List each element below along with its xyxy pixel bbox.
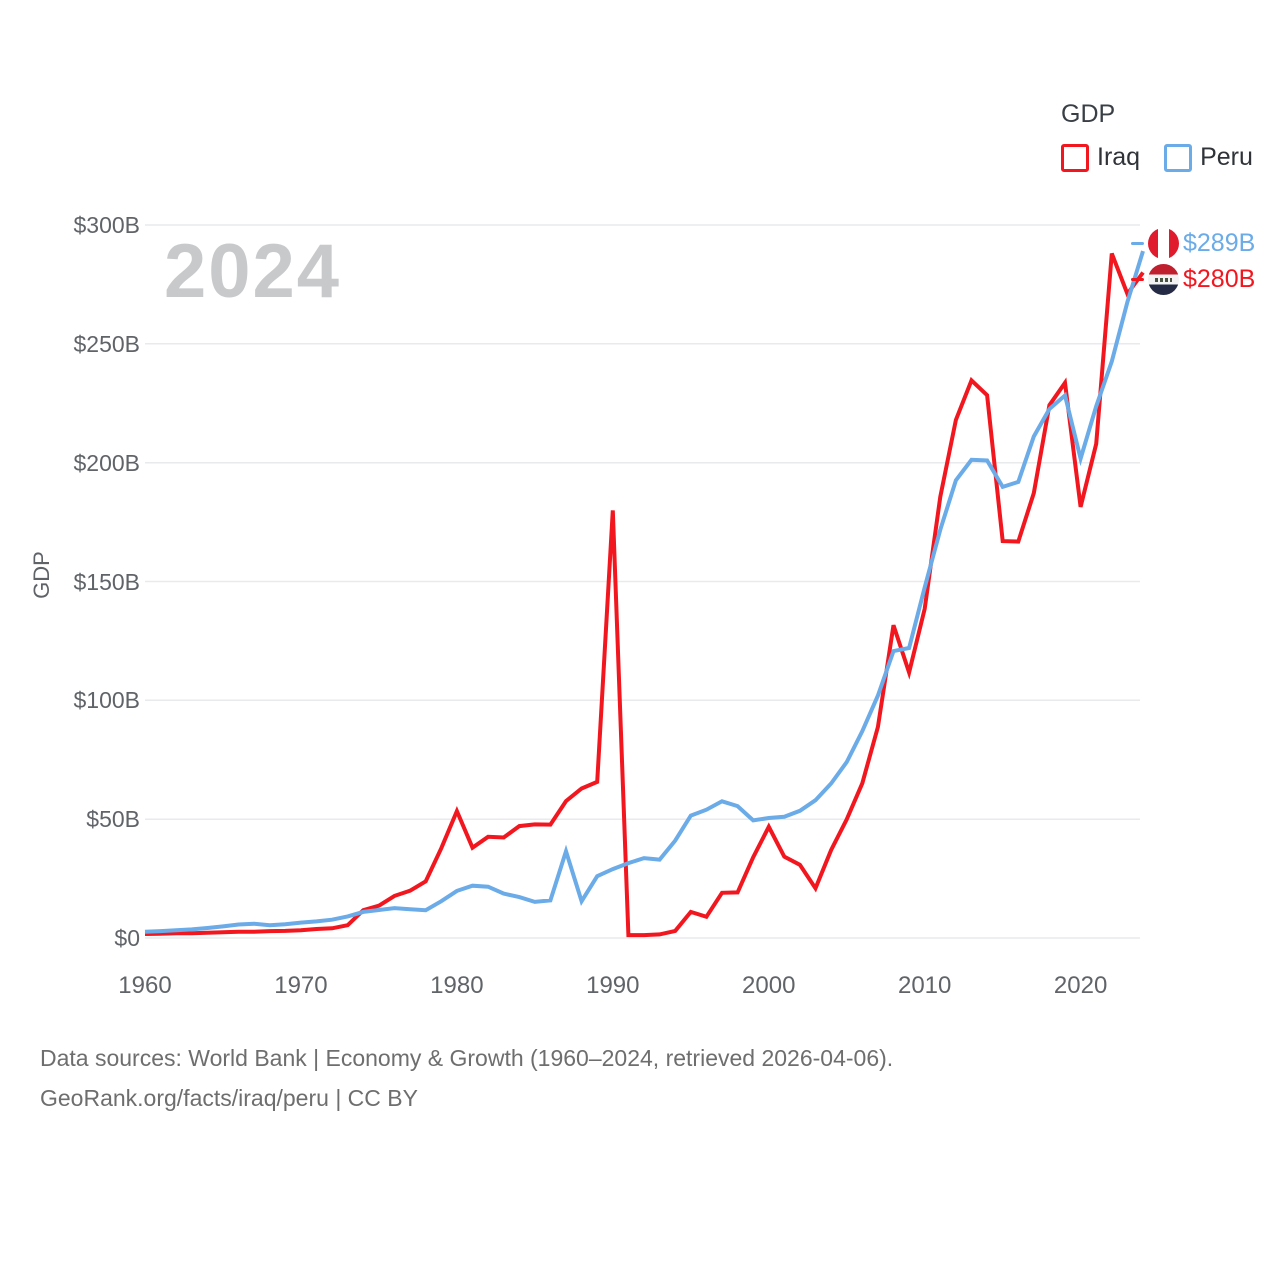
legend-item-iraq[interactable]: Iraq: [1061, 143, 1140, 172]
legend-item-peru[interactable]: Peru: [1164, 143, 1253, 172]
iraq-end-value: $280B: [1183, 265, 1256, 294]
x-tick-label: 2020: [1053, 972, 1108, 999]
chart-footer: Data sources: World Bank | Economy & Gro…: [40, 1038, 893, 1118]
peru-series-swatch-icon: [1164, 143, 1193, 172]
iraq-series-swatch-icon: [1061, 143, 1089, 172]
iraq-connector-line: [1131, 278, 1144, 282]
y-tick-label: $100B: [73, 687, 140, 714]
chart-legend: GDP Iraq Peru: [1061, 100, 1253, 172]
peru-connector-line: [1131, 242, 1144, 246]
end-label-peru: $289B: [1131, 228, 1255, 260]
y-tick-label: $0: [114, 925, 140, 951]
y-tick-label: $50B: [86, 806, 140, 833]
y-tick-label: $300B: [73, 212, 140, 238]
series-line-peru: [144, 250, 1145, 934]
footer-attribution: GeoRank.org/facts/iraq/peru | CC BY: [40, 1085, 418, 1111]
x-tick-label: 2010: [897, 972, 952, 999]
x-tick-label: 1960: [118, 972, 172, 999]
legend-title: GDP: [1061, 100, 1116, 128]
y-tick-label: $200B: [73, 449, 140, 476]
end-label-iraq: $280B: [1131, 264, 1255, 296]
x-tick-label: 2000: [742, 972, 796, 999]
x-tick-label: 1980: [430, 972, 484, 999]
peru-end-value: $289B: [1183, 229, 1256, 258]
y-tick-label: $250B: [73, 330, 140, 357]
peru-flag-icon: [1148, 228, 1179, 260]
x-axis: 1960 1970 1980 1990 2000 2010 2020: [0, 972, 1280, 1012]
legend-label-peru: Peru: [1200, 143, 1253, 171]
iraq-flag-icon: [1148, 264, 1179, 296]
footer-data-sources: Data sources: World Bank | Economy & Gro…: [40, 1045, 894, 1071]
legend-label-iraq: Iraq: [1097, 143, 1141, 171]
y-tick-label: $150B: [73, 568, 140, 595]
x-tick-label: 1970: [274, 972, 328, 999]
y-axis: $0 $50B $100B $150B $200B $250B $300B: [0, 0, 140, 1000]
x-tick-label: 1990: [586, 972, 640, 999]
series-line-iraq: [144, 252, 1145, 938]
y-axis-title: GDP: [29, 551, 54, 599]
watermark-year: 2024: [164, 229, 342, 314]
legend-items: Iraq Peru: [1061, 143, 1253, 172]
